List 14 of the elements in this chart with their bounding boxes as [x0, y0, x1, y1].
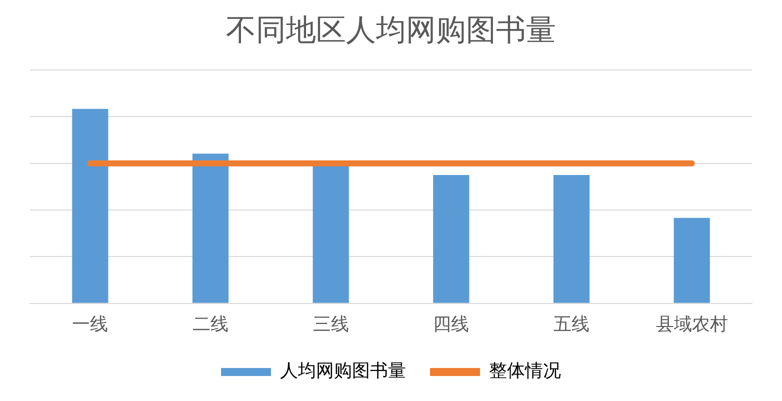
x-tick-label: 三线 [312, 314, 349, 335]
x-tick-label: 一线 [72, 314, 108, 335]
x-tick-label: 五线 [554, 314, 590, 335]
bar [433, 175, 470, 303]
x-tick-label: 二线 [192, 314, 228, 335]
bar [674, 218, 710, 303]
x-tick-label: 四线 [433, 314, 470, 335]
bar [72, 108, 108, 303]
bar [192, 154, 229, 303]
x-tick-label: 县域农村 [656, 314, 728, 335]
bar [553, 175, 590, 303]
legend-label: 整体情况 [489, 360, 561, 382]
legend-label: 人均网购图书量 [280, 360, 406, 382]
chart-title: 不同地区人均网购图书量 [226, 12, 556, 48]
